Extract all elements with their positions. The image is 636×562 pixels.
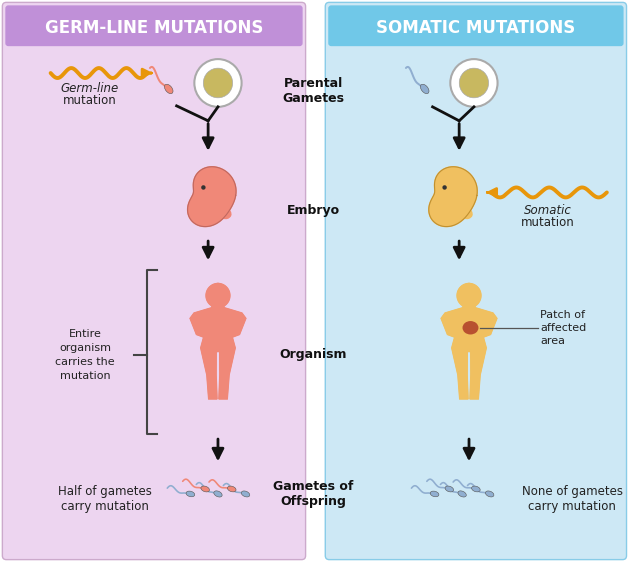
Polygon shape xyxy=(441,283,497,399)
Text: Entire
organism
carries the
mutation: Entire organism carries the mutation xyxy=(55,329,115,380)
Text: mutation: mutation xyxy=(63,94,117,107)
Text: Gametes of
Offspring: Gametes of Offspring xyxy=(273,480,354,508)
Ellipse shape xyxy=(458,491,466,497)
Ellipse shape xyxy=(445,486,453,492)
Ellipse shape xyxy=(462,321,478,334)
Polygon shape xyxy=(190,283,246,399)
Text: Parental
Gametes: Parental Gametes xyxy=(282,77,345,105)
FancyBboxPatch shape xyxy=(5,6,303,46)
Text: Germ-line: Germ-line xyxy=(61,83,119,96)
Ellipse shape xyxy=(430,491,439,497)
Text: Patch of
affected
area: Patch of affected area xyxy=(540,310,586,346)
Text: Half of gametes
carry mutation: Half of gametes carry mutation xyxy=(58,485,152,513)
Text: None of gametes
carry mutation: None of gametes carry mutation xyxy=(522,485,623,513)
Ellipse shape xyxy=(457,207,473,219)
Text: mutation: mutation xyxy=(521,216,575,229)
Polygon shape xyxy=(429,167,477,226)
Circle shape xyxy=(204,68,233,98)
FancyBboxPatch shape xyxy=(3,2,305,560)
Ellipse shape xyxy=(420,84,429,94)
Ellipse shape xyxy=(201,486,209,492)
Circle shape xyxy=(459,68,488,98)
Circle shape xyxy=(450,59,497,107)
Polygon shape xyxy=(188,167,236,226)
Ellipse shape xyxy=(165,84,173,94)
FancyBboxPatch shape xyxy=(328,6,623,46)
Ellipse shape xyxy=(241,491,250,497)
Text: Embryo: Embryo xyxy=(287,204,340,217)
Ellipse shape xyxy=(228,486,236,492)
Ellipse shape xyxy=(485,491,494,497)
Text: GERM-LINE MUTATIONS: GERM-LINE MUTATIONS xyxy=(45,19,263,37)
Ellipse shape xyxy=(214,491,222,497)
Text: SOMATIC MUTATIONS: SOMATIC MUTATIONS xyxy=(377,19,576,37)
Circle shape xyxy=(443,185,447,190)
Circle shape xyxy=(201,185,205,190)
Text: Organism: Organism xyxy=(280,348,347,361)
Ellipse shape xyxy=(216,207,232,219)
Ellipse shape xyxy=(472,486,480,492)
Ellipse shape xyxy=(186,491,195,497)
Text: Somatic: Somatic xyxy=(524,204,572,217)
FancyBboxPatch shape xyxy=(325,2,626,560)
Circle shape xyxy=(195,59,242,107)
